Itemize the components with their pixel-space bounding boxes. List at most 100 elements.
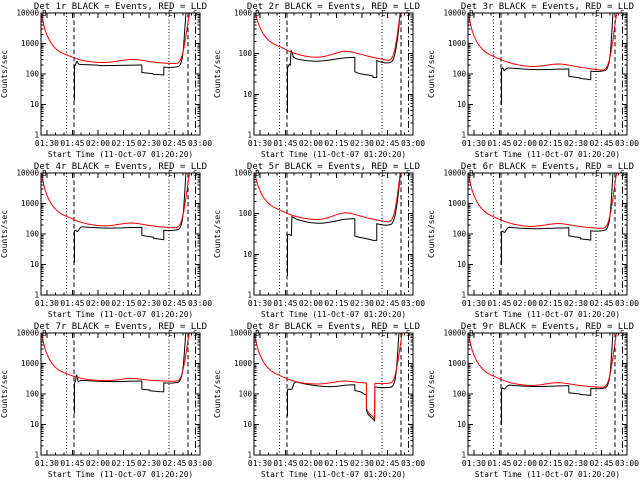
flag-b: B	[469, 169, 474, 178]
x-tick-label: 02:30	[350, 459, 374, 468]
x-tick-label: 02:15	[538, 139, 562, 148]
events-curve	[73, 333, 187, 414]
y-tick-label: 1	[34, 130, 39, 139]
x-tick-label: 02:45	[589, 459, 613, 468]
flag-s: S	[193, 169, 198, 178]
axes-box	[253, 172, 414, 296]
flag-b: B	[255, 9, 260, 18]
lld-curve	[467, 13, 618, 71]
flag-b: B	[255, 169, 260, 178]
y-axis-title: Counts/sec	[0, 210, 9, 258]
x-tick-label: 01:30	[35, 299, 59, 308]
x-tick-label: 01:30	[462, 299, 486, 308]
x-tick-label: 02:00	[513, 299, 537, 308]
y-tick-label: 1	[248, 450, 253, 459]
subplot-det-7r: 01:30 01:45 02:00 02:15 02:30 02:45 03:00 1 10 10…	[0, 322, 212, 479]
x-axis-title: Start Time (11-Oct-07 01:20:20)	[261, 310, 406, 319]
subplot-det-2r: 01:30 01:45 02:00 02:15 02:30 02:45 03:00 1 10 10…	[213, 2, 425, 159]
x-tick-label: 02:30	[350, 299, 374, 308]
x-tick-label: 02:00	[299, 139, 323, 148]
x-tick-label: 02:00	[513, 139, 537, 148]
y-tick-label: 10	[30, 100, 40, 109]
x-tick-label: 02:30	[137, 139, 161, 148]
x-tick-label: 03:00	[401, 139, 425, 148]
x-tick-label: 02:30	[564, 299, 588, 308]
axes-box	[253, 332, 414, 456]
plot-title: Det 8r BLACK = Events, RED = LLD	[247, 322, 420, 332]
y-tick-label: 1	[248, 290, 253, 299]
x-tick-label: 02:00	[86, 299, 110, 308]
x-tick-label: 03:00	[188, 299, 212, 308]
y-tick-label: 10000	[443, 8, 466, 17]
y-tick-label: 1000	[448, 199, 467, 208]
x-tick-label: 01:45	[274, 459, 298, 468]
y-tick-label: 100	[25, 229, 39, 238]
y-tick-label: 10000	[230, 328, 253, 337]
plot-title: Det 3r BLACK = Events, RED = LLD	[461, 2, 634, 12]
subplot-det-5r: 01:30 01:45 02:00 02:15 02:30 02:45 03:00 1 10 10…	[213, 162, 425, 319]
axes-box	[40, 12, 201, 136]
flag-e: E	[168, 9, 173, 18]
lld-curve	[254, 173, 402, 223]
y-tick-label: 100	[239, 49, 253, 58]
x-tick-label: 02:15	[111, 139, 135, 148]
x-tick-label: 02:45	[376, 139, 400, 148]
flag-s: S	[620, 329, 625, 338]
x-axis-title: Start Time (11-Oct-07 01:20:20)	[48, 150, 193, 159]
x-tick-label: 01:30	[462, 139, 486, 148]
y-tick-label: 10000	[443, 328, 466, 337]
events-curve	[73, 13, 187, 101]
axes-box	[40, 332, 201, 456]
x-tick-label: 01:30	[248, 139, 272, 148]
y-tick-label: 1	[461, 290, 466, 299]
plot-title: Det 6r BLACK = Events, RED = LLD	[461, 162, 634, 172]
plot-title: Det 2r BLACK = Events, RED = LLD	[247, 2, 420, 12]
plot-title: Det 1r BLACK = Events, RED = LLD	[34, 2, 207, 12]
lld-curve	[255, 13, 401, 61]
flag-e: E	[381, 329, 386, 338]
y-tick-label: 100	[239, 209, 253, 218]
y-tick-label: 10	[243, 250, 253, 259]
x-tick-label: 02:15	[325, 299, 349, 308]
events-curve	[500, 13, 614, 105]
x-tick-label: 01:30	[35, 459, 59, 468]
flag-b: B	[42, 329, 47, 338]
y-tick-label: 1000	[21, 39, 40, 48]
events-curve	[73, 173, 187, 263]
events-curve	[287, 173, 402, 276]
y-tick-label: 100	[452, 69, 466, 78]
x-tick-label: 02:00	[513, 459, 537, 468]
lld-curve	[467, 173, 617, 229]
axes-box	[467, 12, 628, 136]
events-curve	[287, 13, 402, 113]
y-axis-title: Counts/sec	[0, 370, 9, 418]
flag-b: B	[469, 9, 474, 18]
y-tick-label: 1000	[234, 8, 253, 17]
y-tick-label: 1000	[448, 359, 467, 368]
y-axis-title: Counts/sec	[427, 50, 436, 98]
y-tick-label: 100	[452, 229, 466, 238]
x-tick-label: 02:30	[137, 299, 161, 308]
events-curve	[500, 333, 614, 425]
flag-s: S	[406, 329, 411, 338]
x-tick-label: 02:45	[162, 139, 186, 148]
x-tick-label: 02:15	[538, 459, 562, 468]
x-tick-label: 01:45	[274, 139, 298, 148]
y-tick-label: 1	[248, 130, 253, 139]
y-axis-title: Counts/sec	[427, 370, 436, 418]
axes-box	[467, 332, 628, 456]
x-tick-label: 03:00	[188, 139, 212, 148]
x-tick-label: 02:30	[564, 459, 588, 468]
x-tick-label: 01:45	[487, 299, 511, 308]
lld-curve	[40, 13, 191, 65]
flag-e: E	[595, 9, 600, 18]
plot-title: Det 7r BLACK = Events, RED = LLD	[34, 322, 207, 332]
y-tick-label: 10	[30, 260, 40, 269]
y-tick-label: 100	[452, 389, 466, 398]
y-tick-label: 1	[461, 450, 466, 459]
x-tick-label: 03:00	[615, 459, 639, 468]
y-tick-label: 1000	[21, 199, 40, 208]
flag-s: S	[193, 329, 198, 338]
axes-box	[253, 12, 414, 136]
